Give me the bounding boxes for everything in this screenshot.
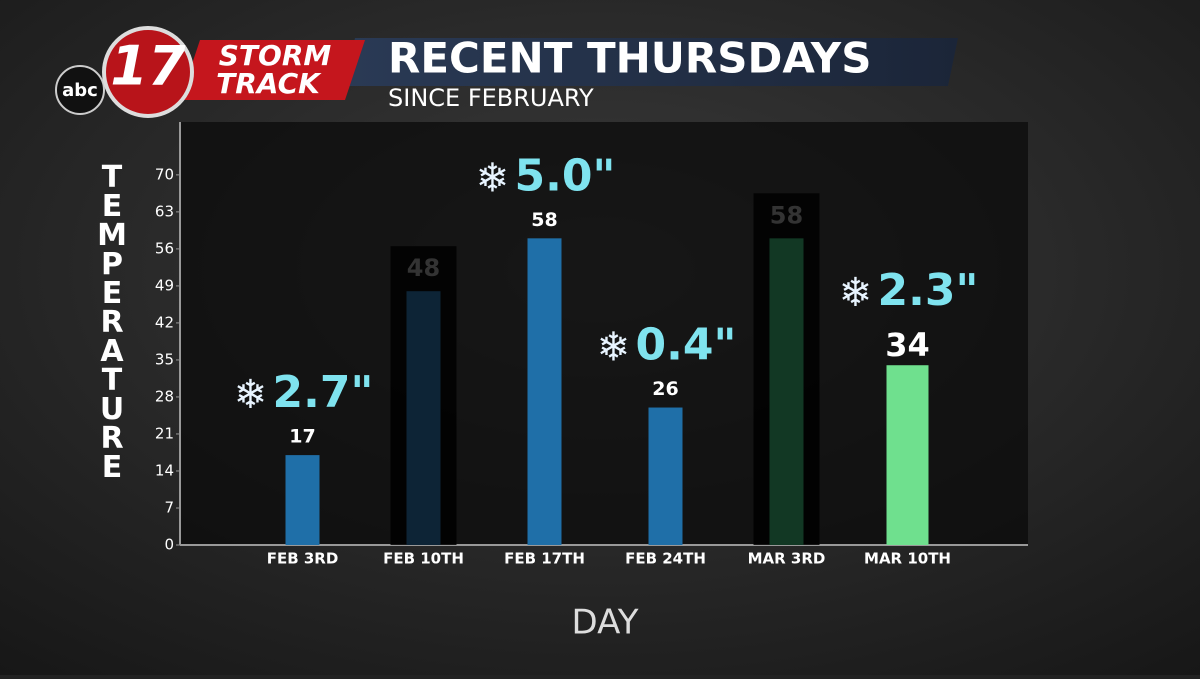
snowfall-label: 0.4"	[636, 320, 737, 371]
y-tick-label: 63	[155, 202, 174, 220]
y-tick-label: 7	[164, 498, 174, 516]
bar	[527, 238, 562, 545]
snowfall-label: 5.0"	[515, 150, 616, 201]
x-tick-label: MAR 10TH	[864, 550, 951, 568]
x-tick-label: FEB 3RD	[267, 550, 339, 568]
y-tick-label: 42	[155, 313, 174, 331]
channel: 17	[110, 35, 186, 98]
brand-line: TRACK	[216, 67, 322, 100]
value-label: 34	[885, 326, 930, 364]
value-label: 17	[289, 426, 315, 448]
y-tick-label: 21	[155, 424, 174, 442]
network: abc	[62, 80, 98, 101]
y-tick-label: 35	[155, 350, 174, 368]
snow-icon: ❄	[476, 155, 510, 201]
y-tick-label: 56	[155, 239, 174, 257]
y-tick-label: 28	[155, 387, 174, 405]
bar	[886, 365, 929, 545]
bar	[769, 238, 804, 545]
y-tick-label: 49	[155, 276, 174, 294]
brand-bar	[180, 40, 365, 100]
abc-logo	[55, 65, 105, 115]
snow-icon: ❄	[597, 325, 631, 371]
chart-title: RECENT THURSDAYS	[388, 34, 871, 83]
bar	[285, 455, 320, 545]
y-tick-label: 70	[155, 165, 174, 183]
snow-icon: ❄	[234, 372, 268, 418]
x-tick-label: FEB 17TH	[504, 550, 585, 568]
x-axis-label: DAY	[572, 603, 639, 643]
snow-icon: ❄	[839, 270, 873, 316]
y-tick-label: 0	[164, 536, 174, 554]
y-tick-label: 14	[155, 461, 174, 479]
value-label: 58	[531, 209, 557, 231]
value-label: 58	[770, 201, 803, 229]
value-label: 26	[652, 378, 678, 400]
snowfall-label: 2.7"	[273, 367, 374, 418]
snowfall-label: 2.3"	[878, 265, 979, 316]
x-tick-label: FEB 10TH	[383, 550, 464, 568]
brand-line: STORM	[219, 39, 332, 72]
channel-logo	[102, 26, 194, 118]
title-bar	[345, 38, 958, 86]
x-tick-label: FEB 24TH	[625, 550, 706, 568]
bar	[648, 407, 683, 545]
x-tick-label: MAR 3RD	[748, 550, 826, 568]
bar	[406, 291, 441, 545]
value-label: 48	[407, 254, 440, 282]
chart-subtitle: SINCE FEBRUARY	[388, 84, 594, 112]
